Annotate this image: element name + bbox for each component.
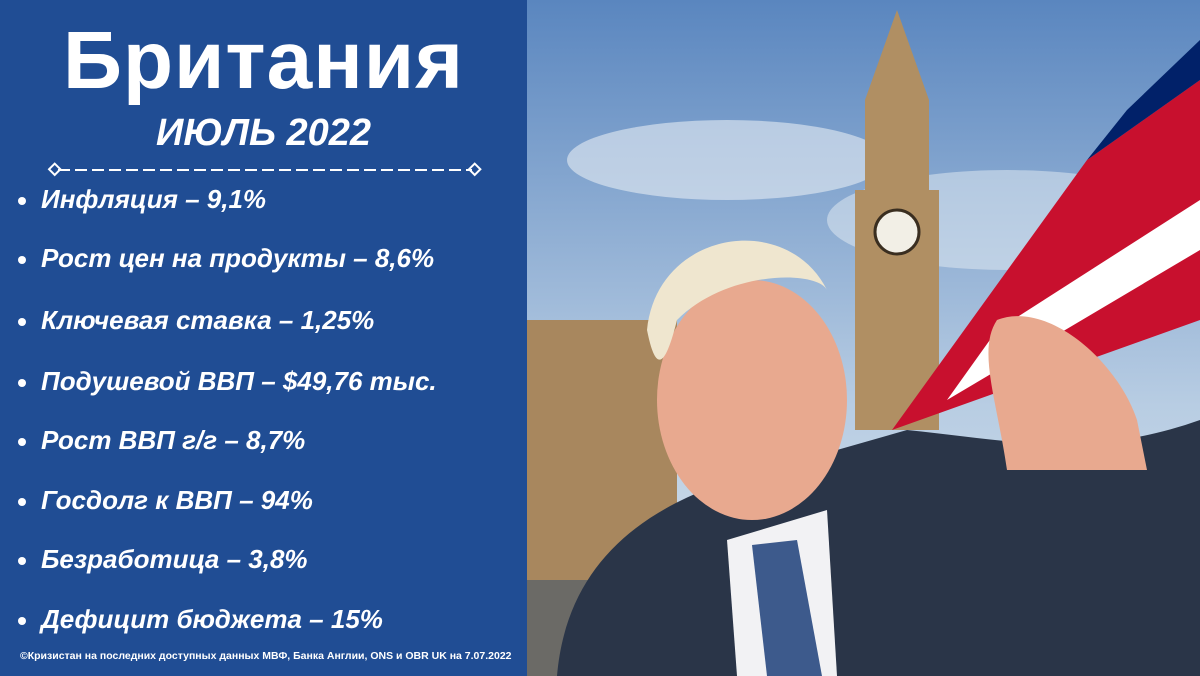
list-item: Рост ВВП г/г – 8,7% <box>18 420 305 460</box>
title: Британия <box>63 15 464 106</box>
item-text: Рост цен на продукты – 8,6% <box>41 243 435 273</box>
divider <box>47 162 482 177</box>
info-panel: Британия ИЮЛЬ 2022 Инфляция – 9,1% Рост ц… <box>0 0 527 676</box>
item-text: Ключевая ставка – 1,25% <box>41 305 375 335</box>
item-text: Инфляция – 9,1% <box>41 184 267 214</box>
bullet <box>18 256 26 265</box>
bullet <box>18 318 26 327</box>
list-item: Инфляция – 9,1% <box>18 179 266 219</box>
item-text: Безработица – 3,8% <box>41 544 308 574</box>
list-item: Безработица – 3,8% <box>18 539 308 579</box>
list-item: Подушевой ВВП – $49,76 тыс. <box>18 361 437 401</box>
bullet <box>18 617 26 626</box>
list-item: Рост цен на продукты – 8,6% <box>18 238 434 278</box>
subtitle: ИЮЛЬ 2022 <box>155 112 372 154</box>
list-item: Дефицит бюджета – 15% <box>18 599 383 639</box>
item-text: Дефицит бюджета – 15% <box>41 604 383 634</box>
item-text: Подушевой ВВП – $49,76 тыс. <box>41 366 437 396</box>
bullet <box>18 498 26 507</box>
source-note: ©Кризистан на последних доступных данных… <box>20 650 512 662</box>
bullet <box>18 557 26 566</box>
bullet <box>18 379 26 388</box>
item-text: Госдолг к ВВП – 94% <box>41 485 313 515</box>
bullet <box>18 197 26 206</box>
bullet <box>18 438 26 447</box>
item-text: Рост ВВП г/г – 8,7% <box>41 425 306 455</box>
list-item: Госдолг к ВВП – 94% <box>18 480 313 520</box>
photo <box>527 0 1200 676</box>
list-item: Ключевая ставка – 1,25% <box>18 300 374 340</box>
